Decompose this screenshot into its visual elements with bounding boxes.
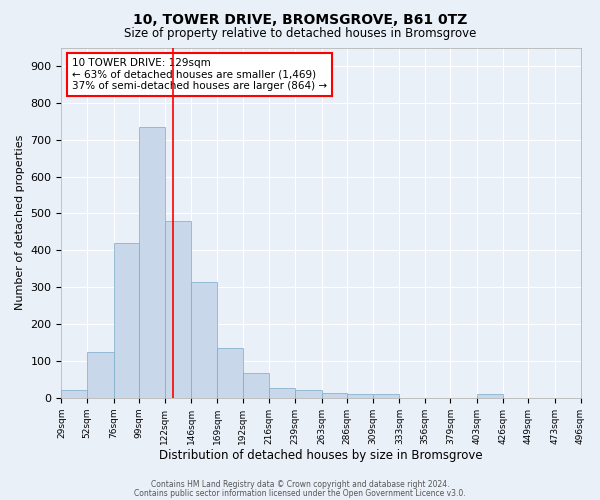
Y-axis label: Number of detached properties: Number of detached properties — [15, 135, 25, 310]
Bar — [139, 127, 165, 398]
X-axis label: Distribution of detached houses by size in Bromsgrove: Distribution of detached houses by size … — [159, 450, 483, 462]
Bar — [242, 373, 269, 398]
Text: Contains public sector information licensed under the Open Government Licence v3: Contains public sector information licen… — [134, 488, 466, 498]
Text: 10, TOWER DRIVE, BROMSGROVE, B61 0TZ: 10, TOWER DRIVE, BROMSGROVE, B61 0TZ — [133, 12, 467, 26]
Bar — [113, 243, 139, 398]
Bar — [373, 394, 400, 398]
Bar — [217, 348, 242, 398]
Bar — [322, 394, 347, 398]
Bar — [87, 352, 113, 398]
Bar — [165, 221, 191, 398]
Bar — [347, 394, 373, 398]
Bar — [191, 282, 217, 398]
Bar — [269, 388, 295, 398]
Text: 10 TOWER DRIVE: 129sqm
← 63% of detached houses are smaller (1,469)
37% of semi-: 10 TOWER DRIVE: 129sqm ← 63% of detached… — [72, 58, 327, 91]
Bar — [61, 390, 87, 398]
Text: Size of property relative to detached houses in Bromsgrove: Size of property relative to detached ho… — [124, 28, 476, 40]
Bar — [295, 390, 322, 398]
Bar — [477, 394, 503, 398]
Text: Contains HM Land Registry data © Crown copyright and database right 2024.: Contains HM Land Registry data © Crown c… — [151, 480, 449, 489]
